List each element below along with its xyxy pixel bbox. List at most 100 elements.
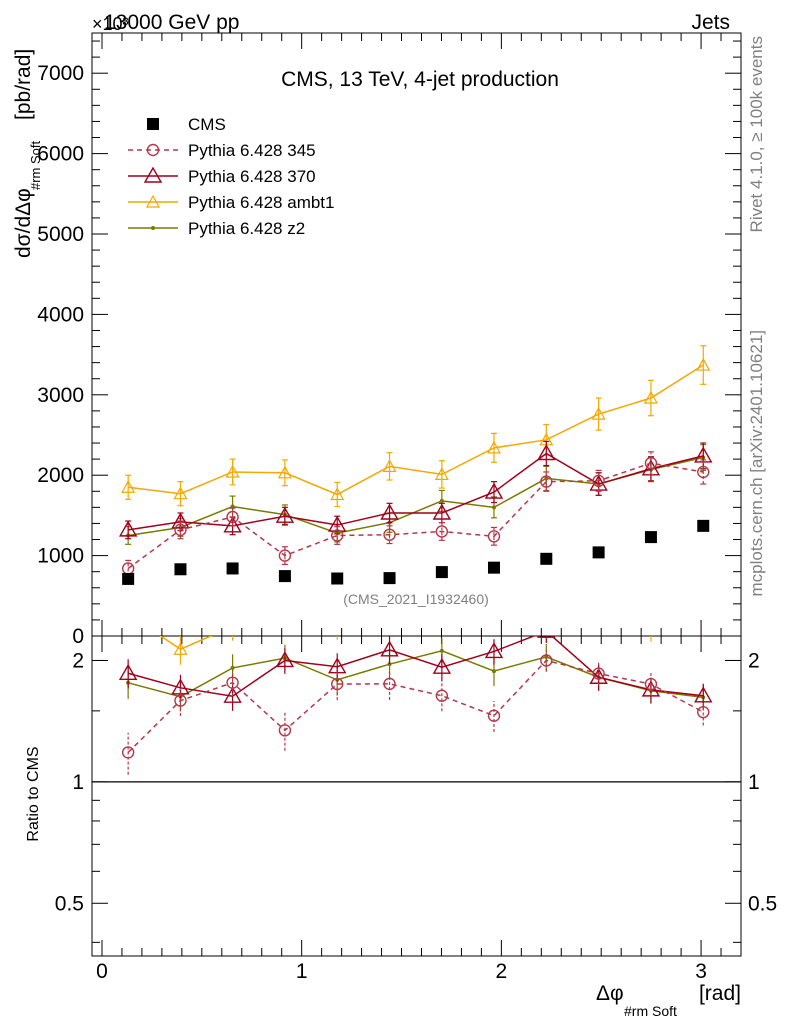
ratio-series-ambt1 bbox=[122, 599, 704, 665]
point-ambt1 bbox=[225, 464, 240, 478]
point-ambt1 bbox=[696, 357, 711, 371]
series-ambt1 bbox=[121, 345, 711, 508]
header-process: 13000 GeV pp bbox=[104, 11, 239, 34]
point-370 bbox=[328, 515, 347, 532]
ratio-tick-label-2-left: 2 bbox=[72, 649, 84, 672]
ratio-point-ambt1 bbox=[279, 600, 291, 611]
ratio-point-345 bbox=[540, 654, 553, 667]
legend-marker-345 bbox=[146, 143, 160, 157]
point-cms bbox=[487, 561, 500, 574]
point-370 bbox=[537, 444, 556, 461]
legend-label-cms: CMS bbox=[188, 115, 226, 134]
legend: CMS Pythia 6.428 345 Pythia 6.428 370 Py… bbox=[128, 115, 334, 238]
ratio-point-z2 bbox=[230, 665, 235, 670]
ratio-axis-label: Ratio to CMS bbox=[25, 746, 42, 841]
ratio-line-345 bbox=[127, 659, 704, 753]
ratio-point-z2 bbox=[544, 654, 549, 659]
y-tick-label-6000: 6000 bbox=[37, 143, 84, 166]
x-axis-label-sub: #rm Soft bbox=[624, 1003, 677, 1019]
ratio-panel-frame bbox=[91, 635, 742, 957]
point-345 bbox=[226, 510, 239, 524]
rivet-label: Rivet 4.1.0, ≥ 100k events bbox=[747, 36, 766, 232]
point-cms bbox=[644, 531, 657, 544]
x-tick-label-3: 3 bbox=[695, 960, 707, 983]
ratio-point-370 bbox=[223, 686, 242, 703]
ratio-point-z2 bbox=[439, 648, 444, 653]
point-cms bbox=[383, 572, 396, 585]
ratio-point-370 bbox=[694, 686, 713, 703]
point-cms bbox=[174, 563, 187, 576]
point-345 bbox=[592, 474, 605, 488]
point-ambt1 bbox=[486, 440, 501, 454]
point-cms bbox=[592, 546, 605, 559]
legend-entry-345: Pythia 6.428 345 bbox=[128, 141, 316, 160]
legend-entry-cms: CMS bbox=[147, 115, 226, 134]
x-tick-label-2: 2 bbox=[496, 960, 508, 983]
x-axis-title: Δφ #rm Soft [rad] bbox=[596, 982, 741, 1019]
point-ambt1 bbox=[173, 486, 188, 500]
ratio-point-370 bbox=[537, 636, 556, 638]
point-370 bbox=[380, 503, 399, 520]
ratio-point-ambt1 bbox=[227, 620, 239, 631]
legend-entry-z2: Pythia 6.428 z2 bbox=[128, 219, 305, 238]
point-ambt1 bbox=[434, 467, 449, 480]
y-tick-label-2000: 2000 bbox=[37, 464, 84, 487]
series-line-ambt1 bbox=[128, 364, 704, 496]
ratio-point-370 bbox=[118, 663, 138, 680]
series-370 bbox=[118, 440, 713, 540]
ratio-point-ambt1 bbox=[122, 608, 134, 619]
point-z2 bbox=[491, 505, 496, 510]
point-ambt1 bbox=[382, 459, 397, 472]
point-ambt1 bbox=[591, 406, 606, 420]
point-cms bbox=[278, 570, 291, 583]
ratio-point-ambt1 bbox=[593, 605, 605, 616]
ratio-point-345 bbox=[226, 676, 239, 689]
header-category: Jets bbox=[691, 11, 730, 34]
point-370 bbox=[484, 482, 504, 499]
y-axis-label-sub: #rm Soft bbox=[28, 140, 43, 190]
main-plot-area bbox=[118, 345, 713, 585]
y-tick-label-1000: 1000 bbox=[37, 545, 84, 568]
point-cms bbox=[540, 552, 553, 565]
y-axis-label-main: dσ/dΔφ bbox=[12, 188, 35, 258]
series-345 bbox=[121, 451, 710, 578]
legend-marker-370 bbox=[143, 166, 163, 183]
ratio-point-345 bbox=[278, 724, 292, 737]
ratio-point-345 bbox=[697, 705, 710, 719]
point-345 bbox=[174, 523, 187, 537]
y-tick-label-0: 0 bbox=[72, 625, 84, 648]
point-345 bbox=[383, 528, 396, 541]
y-tick-label-5000: 5000 bbox=[37, 223, 84, 246]
ratio-point-345 bbox=[487, 709, 501, 722]
x-tick-label-0: 0 bbox=[96, 960, 108, 983]
series-z2 bbox=[125, 444, 707, 545]
series-line-370 bbox=[128, 452, 704, 531]
point-345 bbox=[487, 530, 501, 543]
ratio-point-z2 bbox=[491, 669, 496, 674]
legend-label-370: Pythia 6.428 370 bbox=[188, 167, 316, 186]
point-345 bbox=[540, 475, 553, 488]
y-tick-label-3000: 3000 bbox=[37, 384, 84, 407]
ratio-point-345 bbox=[174, 694, 187, 707]
point-cms bbox=[331, 572, 344, 585]
point-z2 bbox=[230, 504, 235, 509]
y-axis-label-unit: [pb/rad] bbox=[12, 49, 35, 120]
ratio-point-370 bbox=[380, 640, 399, 657]
chart-title: CMS, 13 TeV, 4-jet production bbox=[281, 68, 559, 91]
point-z2 bbox=[439, 498, 444, 503]
axis-tick-labels: 0 1 2 3 0 1000 2000 3000 4000 5000 6000 … bbox=[37, 62, 777, 983]
ratio-point-345 bbox=[644, 677, 658, 691]
ratio-point-ambt1 bbox=[436, 613, 448, 624]
point-cms bbox=[226, 562, 239, 575]
ratio-point-ambt1 bbox=[488, 599, 500, 610]
point-cms bbox=[435, 566, 448, 579]
point-ambt1 bbox=[121, 480, 136, 493]
legend-entry-370: Pythia 6.428 370 bbox=[128, 166, 316, 186]
ratio-plot-area bbox=[92, 599, 741, 783]
legend-marker-cms bbox=[147, 118, 159, 130]
x-axis-label-main: Δφ bbox=[596, 982, 624, 1005]
series-cms bbox=[122, 519, 710, 585]
ratio-point-370 bbox=[275, 651, 295, 668]
analysis-watermark: (CMS_2021_I1932460) bbox=[343, 591, 489, 607]
